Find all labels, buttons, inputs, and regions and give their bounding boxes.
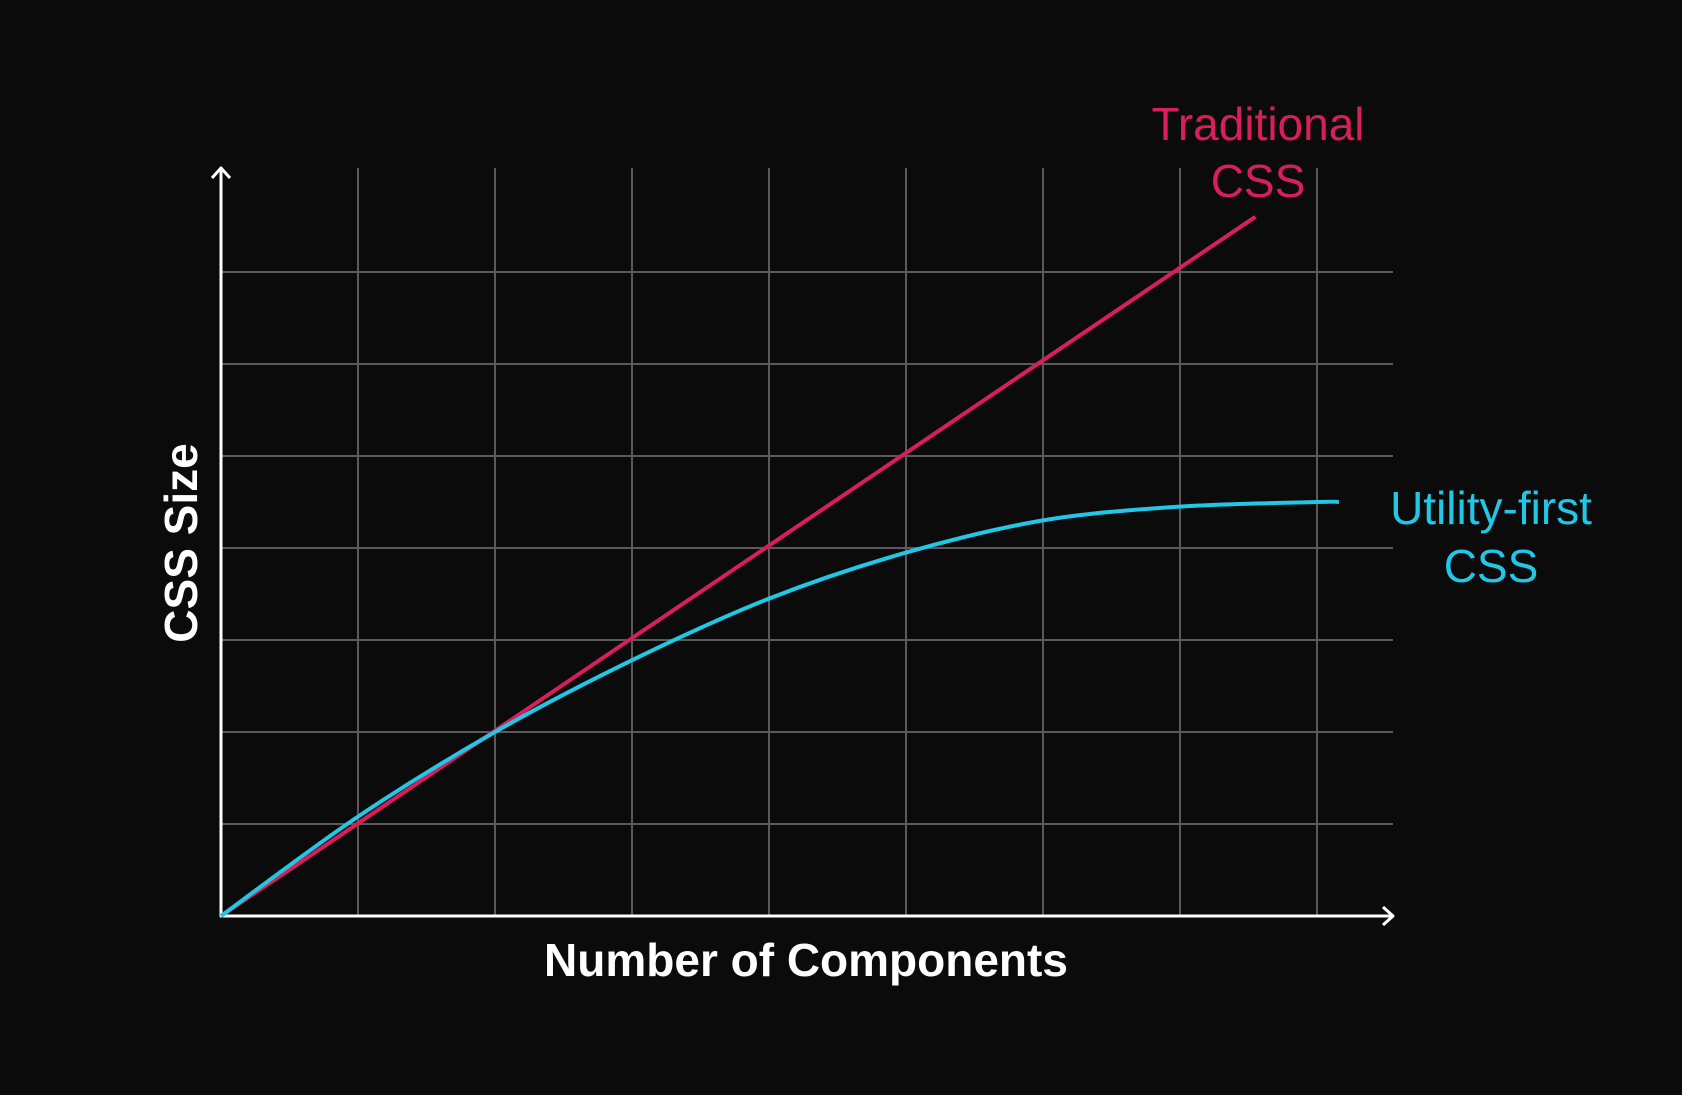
y-axis-label: CSS Size (155, 443, 207, 642)
series-lines (219, 215, 1339, 918)
series-line-utility-first-css (219, 499, 1339, 918)
series-label-traditional-css-line-2: CSS (1211, 155, 1306, 207)
axes (210, 166, 1395, 927)
series-label-utility-first-css-line-2: CSS (1444, 540, 1539, 592)
series-line-traditional-css (219, 215, 1257, 918)
series-label-utility-first-css-line-1: Utility-first (1390, 482, 1592, 534)
vertical-gridlines (357, 168, 1318, 916)
horizontal-gridlines (221, 271, 1393, 825)
x-axis-arrow-icon (1381, 905, 1395, 927)
x-axis-label: Number of Components (544, 934, 1068, 986)
y-axis-arrow-icon (210, 166, 232, 180)
series-label-traditional-css-line-1: Traditional (1151, 98, 1364, 150)
